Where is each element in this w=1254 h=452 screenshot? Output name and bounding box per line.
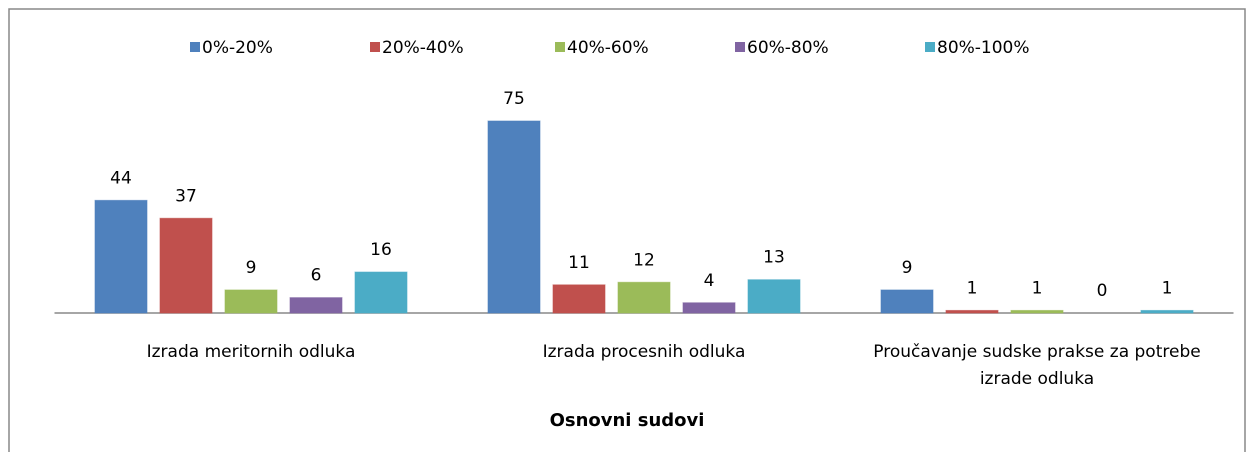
data-label: 13 bbox=[763, 248, 785, 268]
bar bbox=[1010, 309, 1064, 314]
data-label: 4 bbox=[704, 271, 715, 291]
data-label: 6 bbox=[311, 266, 322, 286]
bar bbox=[94, 199, 148, 314]
bar bbox=[747, 279, 801, 314]
data-label: 9 bbox=[246, 258, 257, 278]
data-label: 16 bbox=[370, 240, 392, 260]
data-label: 0 bbox=[1097, 281, 1108, 301]
x-tick-label: Izrada meritornih odluka bbox=[146, 342, 356, 362]
legend-swatch bbox=[190, 42, 200, 52]
legend-swatch bbox=[370, 42, 380, 52]
bar bbox=[289, 297, 343, 314]
bar bbox=[617, 281, 671, 314]
data-label: 1 bbox=[967, 278, 978, 298]
legend-label: 20%-40% bbox=[382, 38, 464, 58]
legend-label: 0%-20% bbox=[202, 38, 273, 58]
bar bbox=[552, 284, 606, 314]
bar bbox=[159, 217, 213, 314]
legend-label: 80%-100% bbox=[937, 38, 1030, 58]
legend-label: 60%-80% bbox=[747, 38, 829, 58]
data-label: 12 bbox=[633, 250, 655, 270]
bar bbox=[354, 271, 408, 314]
bar bbox=[487, 120, 541, 314]
bar bbox=[682, 302, 736, 314]
data-label: 9 bbox=[902, 258, 913, 278]
x-tick-label: Izrada procesnih odluka bbox=[542, 342, 746, 362]
bar bbox=[880, 289, 934, 314]
chart-frame bbox=[8, 8, 1246, 452]
x-axis-title: Osnovni sudovi bbox=[549, 410, 705, 431]
x-tick-label: Proučavanje sudske prakse za potrebe izr… bbox=[873, 342, 1201, 389]
data-label: 37 bbox=[175, 186, 197, 206]
legend-swatch bbox=[555, 42, 565, 52]
legend-swatch bbox=[925, 42, 935, 52]
legend-swatch bbox=[735, 42, 745, 52]
data-label: 1 bbox=[1162, 278, 1173, 298]
bar bbox=[945, 309, 999, 314]
bar bbox=[224, 289, 278, 314]
data-label: 75 bbox=[503, 89, 525, 109]
data-label: 44 bbox=[110, 168, 132, 188]
legend-label: 40%-60% bbox=[567, 38, 649, 58]
data-label: 11 bbox=[568, 253, 590, 273]
data-label: 1 bbox=[1032, 278, 1043, 298]
bar bbox=[1140, 309, 1194, 314]
